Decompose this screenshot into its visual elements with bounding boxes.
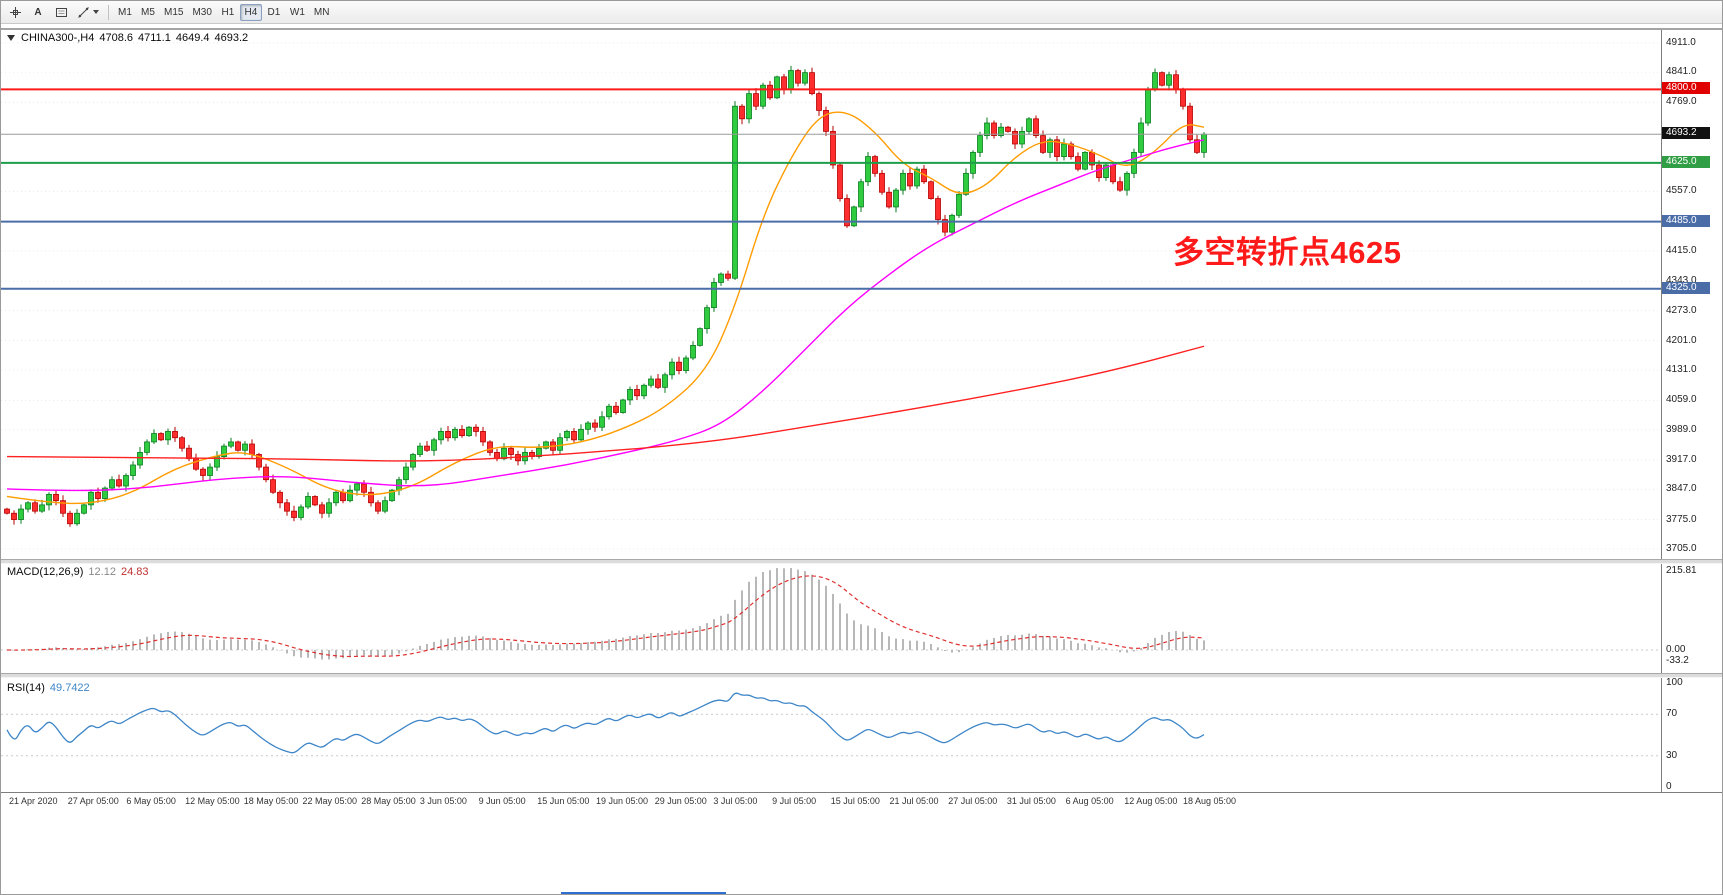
bottom-edge-artifact — [561, 892, 726, 894]
price-axis-label: 3775.0 — [1666, 513, 1697, 525]
crosshair-tool-button[interactable] — [4, 4, 26, 21]
trendline-icon — [77, 6, 90, 19]
price-axis-label: 3847.0 — [1666, 483, 1697, 495]
panel-divider-2[interactable] — [1, 673, 1722, 678]
close-value: 4693.2 — [214, 32, 249, 44]
price-scale-axis[interactable]: 4911.0 4841.0 4769.0 4557.0 4415.0 4343.0 4273… — [1661, 30, 1722, 792]
time-axis-label: 6 May 05:00 — [126, 796, 176, 806]
price-axis-label: 4273.0 — [1666, 304, 1697, 316]
price-tag: 4800.0 — [1662, 82, 1710, 95]
rsi-scale-label: 100 — [1666, 677, 1683, 688]
timeframe-m5-button[interactable]: M5 — [141, 6, 155, 18]
time-axis-label: 12 May 05:00 — [185, 796, 240, 806]
time-axis-label: 29 Jun 05:00 — [654, 796, 707, 806]
time-axis-label: 31 Jul 05:00 — [1006, 796, 1056, 806]
time-axis-label: 28 May 05:00 — [361, 796, 416, 806]
high-value: 4711.1 — [138, 32, 171, 44]
crosshair-icon — [9, 6, 22, 19]
rsi-scale-label: 30 — [1666, 749, 1678, 761]
time-axis-label: 18 Aug 05:00 — [1183, 796, 1237, 806]
time-scale-axis[interactable]: 21 Apr 2020 27 Apr 05:00 6 May 05:00 12 May… — [1, 792, 1722, 814]
macd-indicator-header: MACD(12,26,9) 12.12 24.83 — [7, 566, 148, 578]
collapse-chart-icon[interactable] — [7, 35, 15, 41]
price-axis-label: 3705.0 — [1666, 542, 1697, 554]
macd-signal-value: 24.83 — [120, 566, 149, 578]
price-annotation-text[interactable]: 多空转折点4625 — [1173, 235, 1402, 270]
panel-divider-1[interactable] — [1, 559, 1722, 564]
price-tag: 4485.0 — [1662, 214, 1710, 227]
time-axis-label: 3 Jun 05:00 — [419, 796, 467, 806]
square-icon — [55, 6, 68, 19]
chart-toolbar: A M1 M5 M15 M30 H1 H4 D1 W1 MN — [1, 1, 1722, 24]
price-axis-label: 3989.0 — [1666, 423, 1697, 435]
price-axis-label: 4131.0 — [1666, 364, 1697, 376]
time-axis-label: 19 Jun 05:00 — [596, 796, 649, 806]
time-axis-label: 21 Jul 05:00 — [889, 796, 939, 806]
timeframe-m1-button[interactable]: M1 — [118, 6, 132, 18]
timeframe-h1-button[interactable]: H1 — [221, 6, 235, 18]
timeframe-m30-button[interactable]: M30 — [192, 6, 212, 18]
timeframe-m15-button[interactable]: M15 — [164, 6, 184, 18]
drawing-tools-group: A — [4, 4, 103, 21]
price-axis-label: 4415.0 — [1666, 244, 1697, 256]
time-axis-label: 15 Jun 05:00 — [537, 796, 590, 806]
rsi-value: 49.7422 — [49, 682, 90, 694]
time-axis-label: 22 May 05:00 — [302, 796, 358, 806]
timeframe-w1-button[interactable]: W1 — [289, 6, 305, 18]
timeframe-d1-button[interactable]: D1 — [267, 6, 281, 18]
macd-scale-max: 215.81 — [1666, 565, 1697, 576]
time-axis-label: 18 May 05:00 — [243, 796, 299, 806]
macd-label: MACD(12,26,9) — [7, 566, 84, 578]
macd-main-value: 12.12 — [88, 566, 116, 578]
trendline-tool-button[interactable] — [73, 4, 103, 21]
price-axis-label: 4841.0 — [1666, 66, 1697, 78]
price-axis-label: 4557.0 — [1666, 185, 1697, 197]
macd-scale-zero: 0.00 — [1666, 644, 1686, 655]
time-axis-label: 9 Jul 05:00 — [772, 796, 817, 806]
chart-ohlc-header: CHINA300-,H4 4708.6 4711.1 4649.4 4693.2 — [7, 32, 248, 44]
text-tool-label: A — [34, 6, 42, 18]
symbol-period-label: CHINA300-,H4 — [21, 32, 95, 44]
time-axis-label: 6 Aug 05:00 — [1065, 796, 1114, 806]
rsi-indicator-header: RSI(14) 49.7422 — [7, 682, 90, 694]
open-value: 4708.6 — [99, 32, 134, 44]
rsi-scale-label: 0 — [1666, 781, 1672, 792]
toolbar-separator — [108, 4, 109, 20]
time-axis-label: 27 Apr 05:00 — [67, 796, 119, 806]
time-axis-label: 12 Aug 05:00 — [1124, 796, 1178, 806]
timeframe-mn-button[interactable]: MN — [313, 6, 330, 18]
rsi-label: RSI(14) — [7, 682, 45, 694]
rsi-scale-label: 70 — [1666, 708, 1678, 720]
price-tag: 4693.2 — [1662, 127, 1710, 140]
time-axis-label: 15 Jul 05:00 — [830, 796, 880, 806]
time-axis-label: 27 Jul 05:00 — [948, 796, 998, 806]
price-tag: 4625.0 — [1662, 155, 1710, 168]
price-tag: 4325.0 — [1662, 281, 1710, 294]
price-axis-label: 4769.0 — [1666, 96, 1697, 108]
shapes-tool-button[interactable] — [50, 4, 72, 21]
price-axis-label: 4343.0 — [1666, 275, 1697, 287]
low-value: 4649.4 — [175, 32, 210, 44]
macd-scale-min: -33.2 — [1666, 655, 1689, 666]
price-axis-label: 4059.0 — [1666, 394, 1697, 406]
time-axis-label: 9 Jun 05:00 — [478, 796, 526, 806]
time-axis-label: 21 Apr 2020 — [9, 796, 58, 806]
price-axis-label: 4201.0 — [1666, 334, 1697, 346]
timeframe-h4-button[interactable]: H4 — [239, 3, 262, 21]
time-axis-label: 3 Jul 05:00 — [713, 796, 758, 806]
dropdown-caret-icon — [93, 10, 99, 14]
text-tool-button[interactable]: A — [27, 4, 49, 21]
price-axis-label: 3917.0 — [1666, 453, 1697, 465]
price-axis-label: 4911.0 — [1666, 36, 1696, 48]
timeframe-group: M1 M5 M15 M30 H1 H4 D1 W1 MN — [114, 3, 333, 21]
